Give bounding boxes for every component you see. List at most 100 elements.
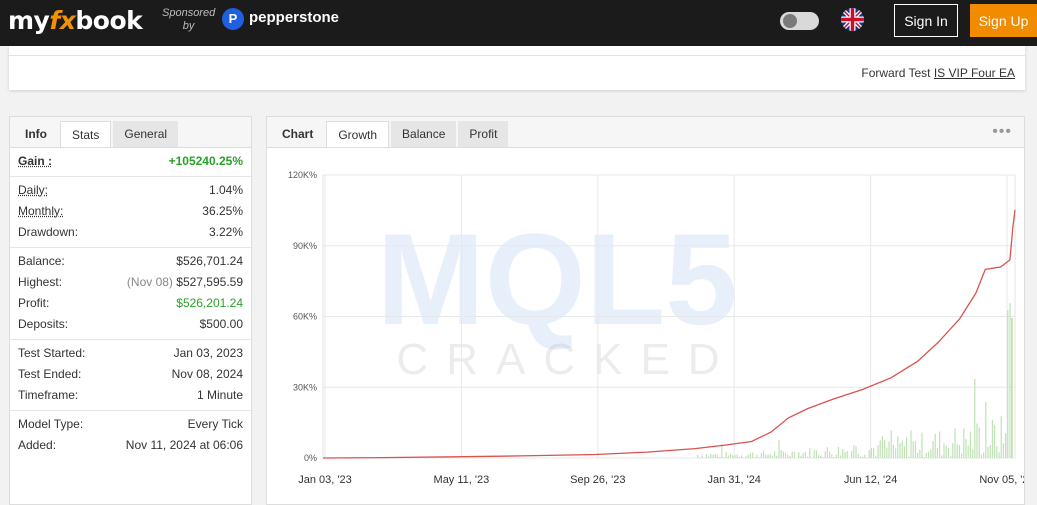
volume-bar bbox=[930, 449, 932, 458]
balance-value: $526,701.24 bbox=[176, 254, 243, 268]
more-dots-icon[interactable]: ••• bbox=[992, 123, 1012, 140]
highest-date: (Nov 08) bbox=[126, 275, 173, 289]
volume-bar bbox=[866, 457, 868, 458]
chart-tabs: Chart Growth Balance Profit bbox=[267, 117, 1024, 148]
tab-profit[interactable]: Profit bbox=[458, 121, 509, 147]
volume-bar bbox=[765, 454, 767, 458]
model-type-label: Model Type: bbox=[18, 417, 84, 431]
gain-label[interactable]: Gain : bbox=[18, 154, 53, 168]
volume-bar bbox=[1005, 433, 1007, 458]
volume-bar bbox=[798, 452, 800, 458]
volume-bar bbox=[961, 453, 963, 458]
volume-bar bbox=[789, 455, 791, 458]
volume-bar bbox=[846, 450, 848, 458]
sign-in-button[interactable]: Sign In bbox=[894, 4, 958, 37]
test-ended-label: Test Ended: bbox=[18, 367, 82, 381]
watermark-mql5: MQL5 bbox=[376, 206, 737, 352]
volume-bar bbox=[980, 454, 982, 458]
volume-bar bbox=[1011, 318, 1013, 458]
volume-bar bbox=[818, 455, 820, 458]
y-tick-label: 30K% bbox=[293, 382, 317, 392]
volume-bar bbox=[787, 454, 789, 458]
volume-bar bbox=[862, 456, 864, 458]
profit-label: Profit: bbox=[18, 296, 50, 310]
toggle-knob-icon bbox=[783, 14, 797, 28]
profit-value: $526,201.24 bbox=[176, 296, 243, 310]
volume-bar bbox=[749, 453, 751, 458]
volume-bar bbox=[754, 457, 756, 458]
volume-bar bbox=[910, 430, 912, 458]
volume-bar bbox=[743, 457, 745, 458]
volume-bar bbox=[978, 427, 980, 458]
volume-bar bbox=[855, 446, 857, 458]
x-tick-label: May 11, '23 bbox=[434, 474, 490, 486]
tab-balance[interactable]: Balance bbox=[391, 121, 457, 147]
tab-chart[interactable]: Chart bbox=[282, 127, 314, 141]
volume-bar bbox=[723, 457, 725, 458]
timeframe-value: 1 Minute bbox=[196, 388, 243, 402]
volume-bar bbox=[906, 437, 908, 458]
volume-bar bbox=[879, 440, 881, 458]
volume-bar bbox=[892, 444, 894, 458]
volume-bar bbox=[730, 453, 732, 458]
volume-bar bbox=[842, 448, 844, 458]
forward-test-bar: Forward Test IS VIP Four EA bbox=[9, 46, 1025, 90]
test-ended-row: Test Ended: Nov 08, 2024 bbox=[10, 364, 251, 385]
volume-bar bbox=[983, 452, 985, 458]
y-tick-label: 60K% bbox=[293, 312, 317, 322]
volume-bar bbox=[895, 448, 897, 458]
tab-stats[interactable]: Stats bbox=[60, 121, 112, 147]
drawdown-value: 3.22% bbox=[208, 225, 243, 239]
volume-bar bbox=[763, 450, 765, 458]
tab-info[interactable]: Info bbox=[25, 127, 47, 141]
volume-bar bbox=[1002, 443, 1004, 458]
volume-bar bbox=[831, 454, 833, 458]
y-tick-label: 0% bbox=[304, 453, 317, 463]
added-label: Added: bbox=[18, 438, 57, 452]
watermark: MQL5 CRACKED bbox=[376, 206, 737, 384]
monthly-label[interactable]: Monthly: bbox=[18, 204, 64, 218]
watermark-cracked: CRACKED bbox=[396, 335, 737, 384]
stats-tabs: Info Stats General bbox=[10, 117, 251, 148]
volume-bar bbox=[776, 455, 778, 458]
uk-flag-icon[interactable] bbox=[841, 8, 864, 31]
sign-up-button[interactable]: Sign Up bbox=[970, 4, 1037, 37]
volume-bar bbox=[890, 430, 892, 458]
model-type-value: Every Tick bbox=[187, 417, 243, 431]
volume-bar bbox=[923, 457, 925, 458]
volume-bar bbox=[886, 447, 888, 458]
volume-bar bbox=[996, 446, 998, 458]
volume-bar bbox=[925, 452, 927, 458]
drawdown-label: Drawdown: bbox=[18, 225, 79, 239]
pepperstone-logo-icon[interactable]: P bbox=[222, 8, 244, 30]
volume-bar bbox=[956, 444, 958, 458]
volume-bar bbox=[989, 444, 991, 458]
model-type-row: Model Type: Every Tick bbox=[10, 414, 251, 435]
volume-bar bbox=[998, 452, 1000, 458]
forward-test-link[interactable]: IS VIP Four EA bbox=[933, 66, 1015, 80]
highest-value-wrap: (Nov 08) $527,595.59 bbox=[127, 272, 243, 293]
volume-bar bbox=[901, 440, 903, 458]
theme-toggle[interactable] bbox=[780, 12, 819, 30]
volume-bar bbox=[738, 456, 740, 458]
drawdown-row: Drawdown: 3.22% bbox=[10, 222, 251, 243]
myfxbook-logo[interactable]: myfxbook bbox=[8, 6, 143, 35]
x-tick-label: Jun 12, '24 bbox=[844, 474, 897, 486]
volume-bar bbox=[826, 447, 828, 458]
tab-general[interactable]: General bbox=[113, 121, 179, 147]
volume-bar bbox=[701, 455, 703, 458]
volume-bar bbox=[835, 454, 837, 458]
volume-bar bbox=[705, 454, 707, 458]
volume-bar bbox=[972, 449, 974, 458]
tab-growth[interactable]: Growth bbox=[326, 121, 390, 147]
daily-row: Daily: 1.04% bbox=[10, 180, 251, 201]
volume-bar bbox=[697, 455, 699, 458]
timeframe-label: Timeframe: bbox=[18, 388, 79, 402]
volume-bar bbox=[752, 452, 754, 458]
sponsor-name[interactable]: pepperstone bbox=[249, 9, 340, 26]
volume-bar bbox=[782, 451, 784, 458]
daily-label[interactable]: Daily: bbox=[18, 183, 49, 197]
added-row: Added: Nov 11, 2024 at 06:06 bbox=[10, 435, 251, 456]
deposits-row: Deposits: $500.00 bbox=[10, 314, 251, 335]
volume-bar bbox=[994, 424, 996, 458]
